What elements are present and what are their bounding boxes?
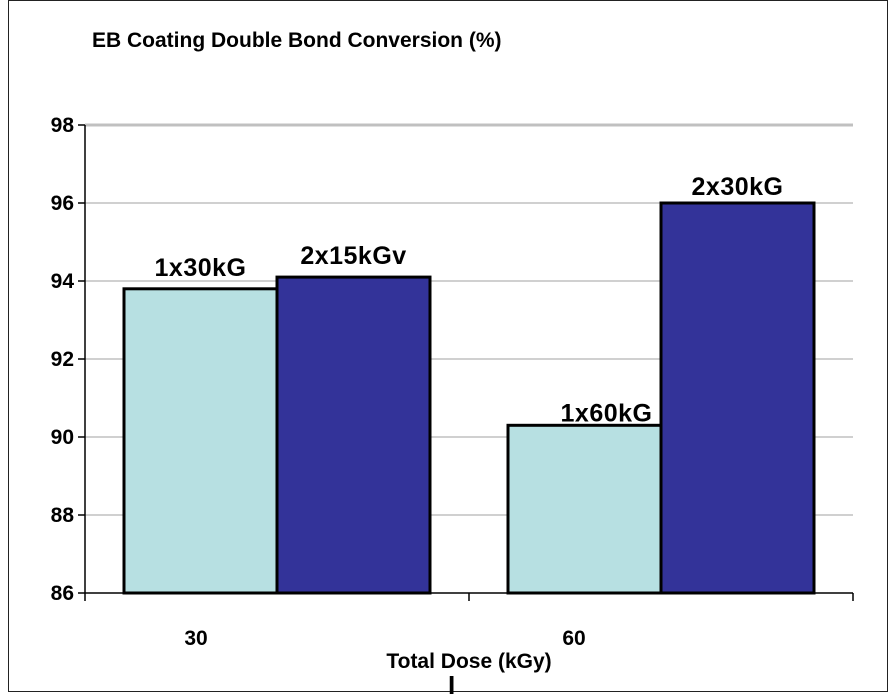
y-tick-label-92: 92	[51, 348, 74, 371]
y-tick-label-98: 98	[51, 114, 75, 137]
bar-30-2x15kGv	[275, 275, 432, 595]
y-tick-label-94: 94	[51, 270, 75, 293]
axes	[78, 124, 854, 601]
chart-frame	[8, 0, 888, 692]
text-cursor-icon: I	[448, 670, 455, 700]
x-tick-label-60: 60	[562, 627, 585, 650]
bars	[122, 201, 816, 595]
x-tick-label-30: 30	[184, 627, 207, 650]
chart-title: EB Coating Double Bond Conversion (%)	[92, 29, 502, 52]
y-tick-label-88: 88	[51, 504, 75, 527]
data-label-2x15kGv: 2x15kGv	[300, 242, 406, 270]
labels: 86 88 90 92 94 96 98 1x30kG 2x15kGv 30 1x60kG 2x30k…	[51, 114, 784, 650]
bar-30-1x30kG	[122, 287, 279, 595]
bar-60-1x60kG	[506, 423, 663, 595]
data-label-1x30kG: 1x30kG	[155, 254, 247, 282]
y-tick-label-86: 86	[51, 582, 74, 605]
bar-60-2x30kG	[659, 201, 816, 595]
x-axis-title: Total Dose (kGy)	[386, 650, 551, 673]
data-label-1x60kG: 1x60kG	[561, 399, 653, 427]
y-tick-label-96: 96	[51, 192, 74, 215]
data-label-2x30kG: 2x30kG	[692, 173, 784, 201]
y-tick-label-90: 90	[51, 426, 74, 449]
